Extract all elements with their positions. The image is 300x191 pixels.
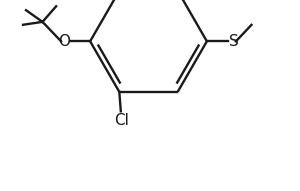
Text: O: O (58, 34, 70, 49)
Text: S: S (229, 34, 239, 49)
Text: Cl: Cl (114, 113, 129, 128)
